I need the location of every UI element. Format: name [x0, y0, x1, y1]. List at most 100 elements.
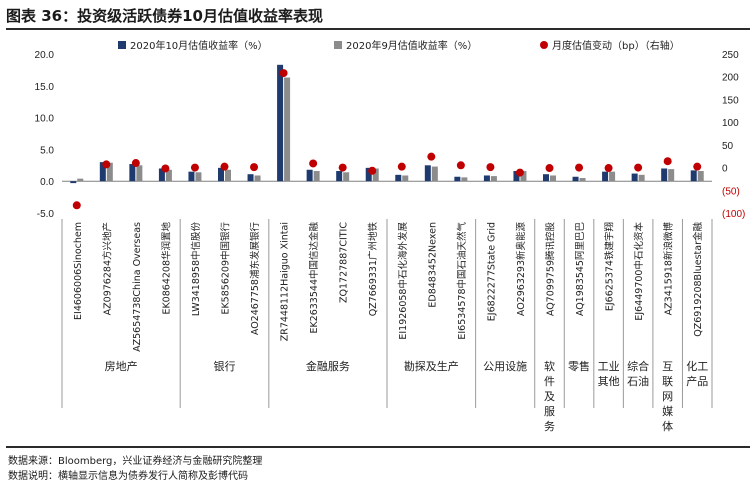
dot-change — [634, 163, 643, 172]
y-right-tick-label: 250 — [722, 50, 739, 61]
dot-change — [161, 164, 170, 173]
x-category-label: EI6534578中国石油天然气 — [456, 222, 468, 340]
footer-divider — [6, 446, 750, 448]
dot-change — [368, 166, 377, 175]
y-left-tick-label: 20.0 — [35, 50, 55, 61]
dot-change — [102, 160, 111, 169]
group-label: 软件及服务 — [544, 359, 555, 433]
legend-label-1: 2020年9月估值收益率（%） — [346, 39, 477, 52]
bar-oct — [218, 167, 224, 182]
group-label-line: 工业 — [598, 360, 620, 373]
group-label: 勘探及生产 — [404, 359, 459, 373]
bar-sep — [77, 178, 84, 182]
x-category-label: AZ3415918新浪微博 — [663, 222, 675, 316]
dot-change — [515, 168, 524, 177]
dot-change — [486, 163, 495, 172]
group-label: 公用设施 — [483, 360, 527, 373]
bar-oct — [395, 174, 402, 182]
group-label-line: 软 — [544, 359, 555, 373]
legend-swatch-0 — [118, 41, 126, 49]
bar-sep — [106, 162, 113, 182]
dot-change — [663, 157, 672, 166]
bar-sep — [136, 165, 143, 182]
bar-oct — [158, 168, 165, 182]
data-note: 数据说明：横轴显示信息为债券发行人简称及彭博代码 — [8, 471, 248, 482]
chart-title: 图表 36：投资级活跃债券10月估值收益率表现 — [6, 7, 323, 25]
x-category-label: QZ7669331广州地铁 — [367, 222, 379, 317]
x-category-label: EK5856209中国银行 — [220, 222, 232, 315]
x-category-label: QZ6919208Bluestar金融 — [692, 222, 704, 337]
x-category-label: AQ1983545阿里巴巴 — [575, 222, 586, 316]
dot-change — [190, 163, 199, 172]
dot-change — [456, 161, 465, 170]
dot-change — [397, 162, 406, 171]
bar-oct — [690, 170, 697, 182]
group-label-line: 服 — [544, 405, 555, 418]
dot-change — [575, 163, 584, 172]
bar-oct — [543, 174, 549, 182]
y-right-tick-label: 100 — [722, 118, 739, 129]
x-category-label: ED8483452Nexen — [427, 222, 438, 308]
y-right-tick-label: 50 — [722, 141, 734, 152]
dot-change — [545, 164, 554, 173]
group-label-line: 互 — [662, 360, 673, 373]
group-label-line: 产品 — [686, 374, 708, 388]
x-category-label: LW3418958中信股份 — [190, 222, 202, 317]
bar-sep — [343, 172, 350, 182]
bar-sep — [195, 172, 202, 182]
x-category-label: EJ6625374铁建宇翔 — [604, 222, 616, 311]
bar-sep — [550, 175, 556, 182]
bar-oct — [572, 176, 579, 182]
y-right-tick-label: 0 — [722, 164, 728, 175]
x-category-label: ZQ1727887CITIC — [339, 222, 350, 303]
dot-change — [72, 201, 81, 210]
dot-change — [220, 162, 229, 171]
bar-oct — [336, 171, 343, 182]
legend-swatch-2 — [540, 41, 548, 49]
bar-oct — [513, 171, 520, 182]
y-right-tick-label: (100) — [722, 209, 745, 220]
bar-oct — [188, 171, 195, 182]
group-label-line: 务 — [544, 420, 555, 433]
group-label: 房地产 — [105, 359, 138, 373]
bar-oct — [424, 165, 431, 182]
bar-sep — [490, 176, 497, 182]
group-label-line: 零售 — [568, 359, 590, 373]
group-label-line: 联 — [662, 375, 673, 388]
x-category-label: AQ7099759腾讯控股 — [545, 222, 557, 317]
bar-sep — [668, 169, 675, 182]
bar-oct — [277, 64, 284, 182]
bar-sep — [372, 168, 379, 182]
group-label-line: 网 — [662, 390, 673, 403]
y-right-tick-label: (50) — [722, 186, 740, 197]
bar-sep — [431, 166, 438, 182]
bar-sep — [697, 171, 704, 182]
dot-change — [338, 163, 347, 172]
x-category-label: AO2963293新奥能源 — [515, 222, 527, 317]
bar-sep — [284, 77, 291, 182]
legend-label-2: 月度估值变动（bp）（右轴） — [552, 39, 680, 52]
group-label-line: 化工 — [686, 359, 708, 373]
bar-sep — [254, 175, 261, 182]
bar-oct — [70, 181, 77, 184]
legend-label-0: 2020年10月估值收益率（%） — [130, 39, 268, 52]
y-right-tick-label: 150 — [722, 95, 739, 106]
group-label: 金融服务 — [306, 359, 350, 373]
dot-change — [693, 162, 702, 171]
bar-oct — [602, 171, 609, 182]
bar-sep — [520, 171, 527, 182]
group-label: 互联网媒体 — [662, 360, 673, 433]
group-label-line: 媒 — [662, 405, 673, 418]
legend-swatch-1 — [334, 41, 342, 49]
x-category-label: AZ5654738China Overseas — [132, 222, 143, 352]
bar-sep — [402, 175, 409, 182]
group-label: 综合石油 — [627, 359, 649, 388]
x-category-label: AZ0976284方兴地产 — [101, 222, 113, 315]
group-label-line: 件 — [544, 375, 555, 388]
bar-oct — [247, 174, 254, 182]
group-label-line: 综合 — [627, 359, 649, 373]
group-label-line: 及 — [544, 390, 555, 403]
dot-change — [131, 159, 140, 168]
bar-sep — [313, 171, 320, 182]
